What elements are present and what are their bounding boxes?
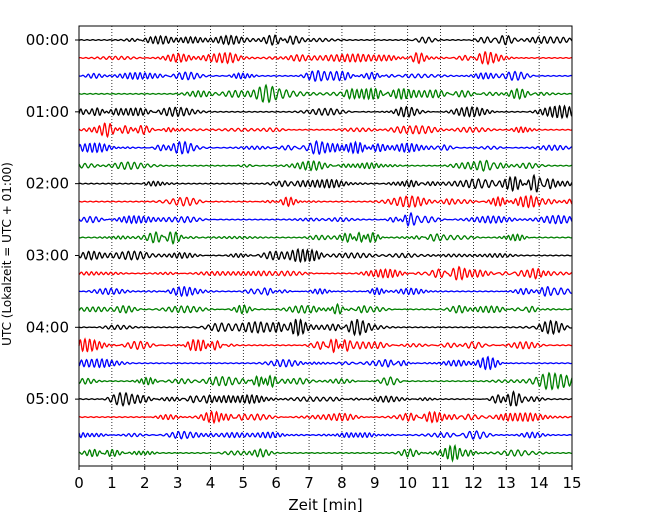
seismic-trace bbox=[78, 139, 573, 155]
seismic-trace bbox=[78, 318, 573, 337]
seismic-trace bbox=[78, 51, 572, 66]
y-tick-label: 01:00 bbox=[26, 103, 69, 121]
seismic-trace bbox=[78, 371, 573, 391]
y-axis-label: UTC (Lokalzeit = UTC + 01:00) bbox=[0, 162, 14, 346]
seismic-trace bbox=[78, 265, 573, 281]
x-tick-label: 2 bbox=[140, 474, 150, 492]
x-tick-label: 1 bbox=[107, 474, 117, 492]
seismic-trace bbox=[78, 173, 573, 193]
x-tick-label: 0 bbox=[74, 474, 84, 492]
x-tick-label: 5 bbox=[239, 474, 249, 492]
seismic-trace bbox=[78, 286, 573, 298]
seismic-trace bbox=[78, 430, 573, 440]
x-tick-label: 7 bbox=[304, 474, 314, 492]
plot-frame bbox=[78, 25, 573, 467]
x-tick-label: 4 bbox=[206, 474, 216, 492]
seismic-trace bbox=[78, 34, 573, 46]
x-axis-label: Zeit [min] bbox=[288, 496, 362, 514]
x-tick-label: 11 bbox=[431, 474, 450, 492]
y-axis-ticks: 00:00 01:00 02:00 03:00 04:00 05:00 bbox=[26, 31, 79, 408]
x-tick-label: 6 bbox=[271, 474, 281, 492]
seismic-trace bbox=[78, 194, 573, 209]
seismic-trace bbox=[78, 159, 573, 172]
x-tick-label: 15 bbox=[562, 474, 581, 492]
y-tick-label: 02:00 bbox=[26, 175, 69, 193]
seismic-trace bbox=[78, 443, 573, 463]
seismic-trace bbox=[78, 247, 573, 264]
x-tick-label: 12 bbox=[464, 474, 483, 492]
y-tick-label: 00:00 bbox=[26, 31, 69, 49]
seismic-trace bbox=[78, 337, 573, 354]
seismic-trace bbox=[78, 69, 573, 82]
x-axis-ticks: 0 1 2 3 4 5 6 7 8 9 10 11 12 13 14 15 bbox=[74, 466, 582, 492]
seismic-trace bbox=[78, 390, 573, 407]
x-tick-label: 8 bbox=[337, 474, 347, 492]
y-tick-label: 04:00 bbox=[26, 318, 69, 336]
vertical-grid bbox=[111, 26, 540, 466]
seismic-trace bbox=[78, 211, 573, 227]
seismic-trace bbox=[78, 230, 573, 245]
y-tick-label: 03:00 bbox=[26, 246, 69, 264]
x-tick-label: 13 bbox=[497, 474, 516, 492]
seismic-trace bbox=[78, 104, 573, 120]
seismic-trace bbox=[78, 302, 573, 315]
seismic-traces bbox=[78, 34, 573, 463]
x-tick-label: 14 bbox=[530, 474, 549, 492]
seismic-trace bbox=[78, 122, 573, 139]
seismic-trace bbox=[78, 355, 573, 371]
seismic-trace bbox=[78, 83, 573, 104]
x-tick-label: 9 bbox=[370, 474, 380, 492]
seismic-trace bbox=[78, 410, 573, 425]
x-tick-label: 3 bbox=[173, 474, 183, 492]
y-tick-label: 05:00 bbox=[26, 390, 69, 408]
x-tick-label: 10 bbox=[398, 474, 417, 492]
